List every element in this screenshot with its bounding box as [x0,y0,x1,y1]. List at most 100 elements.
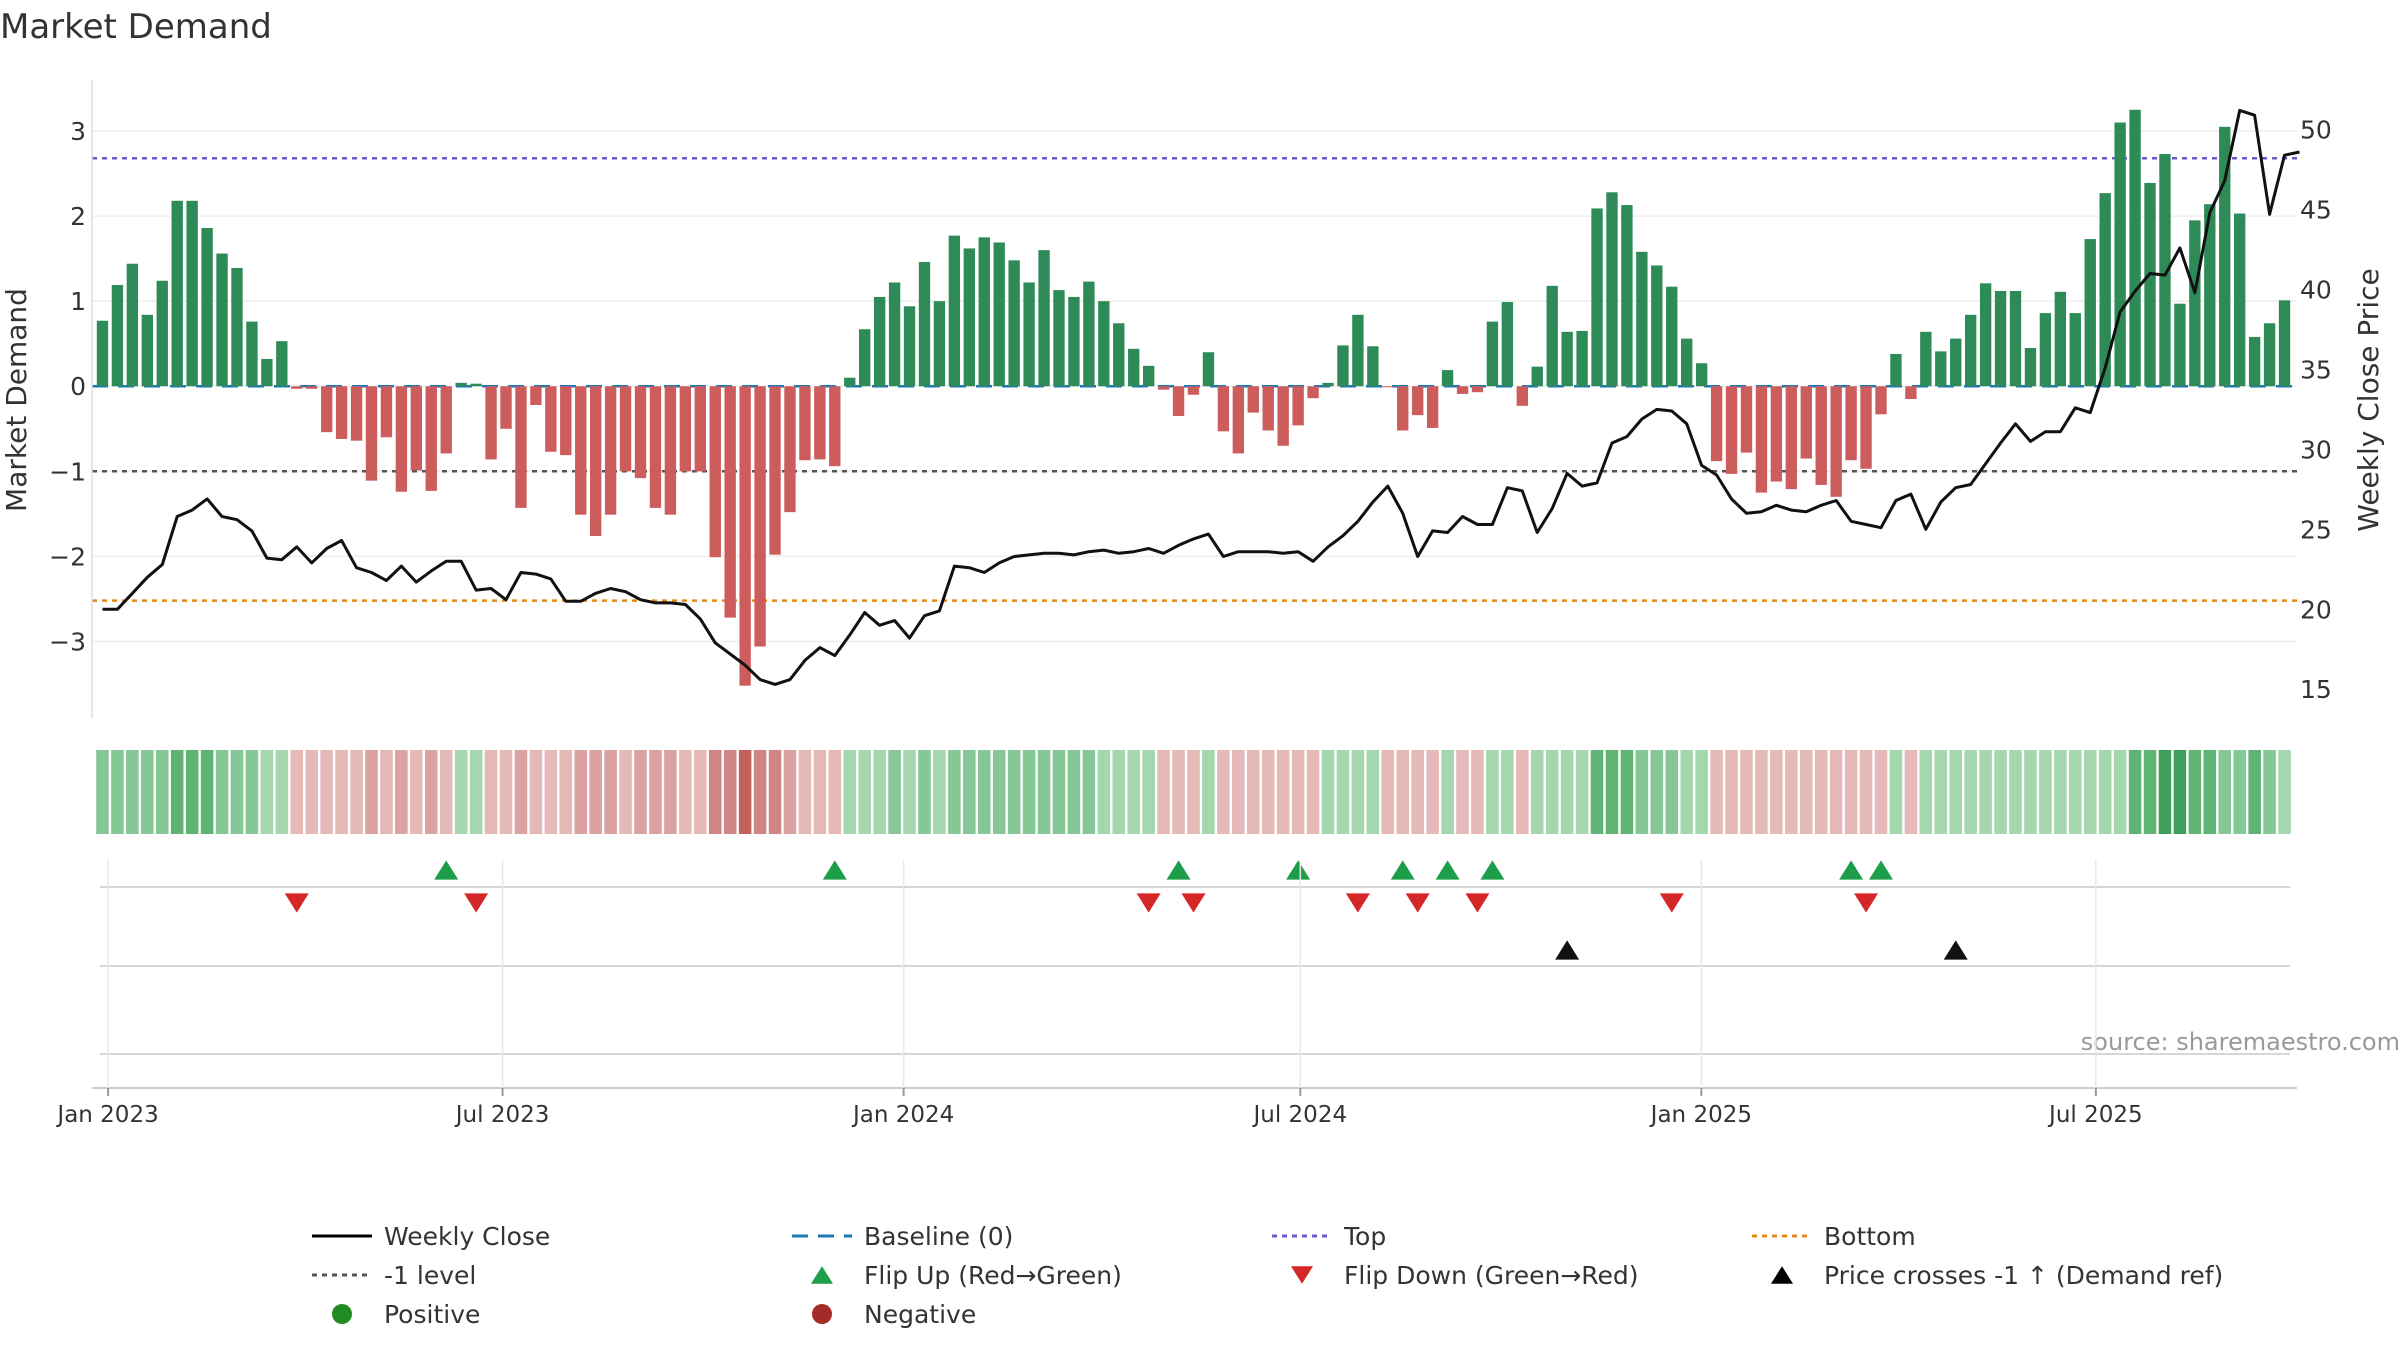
shading-cell [499,750,513,834]
demand-bar-negative [291,386,303,389]
shading-cell [813,750,827,834]
demand-bar-positive [1681,338,1693,387]
demand-bar-positive [978,237,990,387]
demand-bar-positive [1950,338,1962,387]
flip-down-marker [1659,893,1684,913]
shading-cell [1471,750,1484,834]
legend-swatch [1291,1266,1313,1284]
shading-cell [574,750,588,834]
shading-cell [1306,750,1320,834]
shading-cell [1157,750,1170,834]
shading-cell [1351,750,1365,834]
demand-bar-positive [948,235,961,387]
shading-cell [1650,750,1664,834]
demand-bar-positive [888,282,901,387]
shading-cell [1635,750,1649,834]
demand-bar-positive [111,285,124,387]
demand-bar-negative [1397,386,1409,431]
shading-cell [559,750,573,834]
demand-bar-negative [1875,386,1887,415]
demand-bar-negative [575,386,587,515]
demand-bar-negative [320,386,333,433]
demand-bar-positive [126,263,139,387]
x-tick-label: Jan 2025 [1649,1102,1752,1128]
shading-cell [1605,750,1619,834]
shading-cell [1501,750,1514,834]
demand-bar-positive [1367,346,1379,387]
demand-bar-negative [634,386,647,479]
demand-bar-positive [1113,323,1125,387]
shading-cell [185,750,199,834]
demand-bar-positive [1142,365,1155,387]
demand-bar-negative [515,386,527,508]
demand-bar-negative [560,386,572,456]
demand-bar-negative [1800,386,1812,459]
main-panel: 3 2 1 0 −1 −2 −3 50 45 40 35 30 25 20 15 Market Deman… [0,80,2385,718]
shading-cell [977,750,991,834]
demand-bar-positive [993,242,1005,387]
demand-bar-positive [470,383,482,387]
shading-cell [1620,750,1634,834]
demand-bar-negative [1710,386,1723,462]
shading-cell [1456,750,1469,834]
x-tick-label: Jul 2024 [1251,1102,1347,1128]
y2-tick-label: 45 [2300,196,2332,225]
legend-label: Negative [864,1300,976,1329]
demand-bar-positive [1023,282,1035,387]
shading-cell [1785,750,1798,834]
shading-cell [230,750,244,834]
shading-cell [768,750,782,834]
shading-cell [1396,750,1410,834]
demand-bar-negative [1247,386,1259,413]
shading-cell [96,750,109,834]
demand-bar-positive [1651,265,1663,387]
flip-up-marker [1286,860,1311,880]
shading-cell [1874,750,1888,834]
shading-cell [544,750,558,834]
demand-bar-positive [276,341,288,387]
shading-cell [1291,750,1305,834]
demand-bar-positive [1053,290,1065,387]
y-tick-label: 0 [70,372,86,401]
demand-bar-negative [694,386,706,472]
shading-cell [2278,750,2291,834]
legend-label: Baseline (0) [864,1222,1013,1251]
shading-cell [828,750,842,834]
demand-bar-positive [2219,126,2231,387]
demand-bar-positive [1964,314,1977,387]
demand-bar-positive [171,200,183,387]
shading-cell [1770,750,1783,834]
shading-cell [649,750,662,834]
shading-cell [424,750,438,834]
shading-cell [1127,750,1140,834]
shading-cell [1575,750,1589,834]
demand-bar-negative [1157,386,1170,390]
demand-bar-positive [2189,220,2201,387]
demand-bar-positive [1352,314,1364,387]
demand-bar-positive [1337,345,1349,387]
shading-cell [2233,750,2246,834]
demand-bar-negative [1905,386,1917,399]
demand-bar-positive [2099,193,2111,387]
shading-cell [1232,750,1245,834]
y-tick-label: 2 [70,202,86,231]
shading-cell [111,750,124,834]
demand-bar-positive [1994,290,2007,387]
demand-bar-positive [231,267,243,387]
demand-bar-positive [844,377,856,387]
demand-bar-negative [1815,386,1827,485]
demand-bar-positive [1083,281,1095,387]
x-tick-label: Jan 2023 [55,1102,158,1128]
shading-cell [738,750,752,834]
demand-bar-positive [859,329,871,387]
shading-cell [454,750,468,834]
shading-cell [1172,750,1185,834]
shading-cell [723,750,737,834]
demand-bar-negative [709,386,721,558]
demand-bar-positive [1621,205,1633,387]
demand-bar-negative [1516,386,1528,406]
demand-bar-positive [1979,283,1992,387]
y2-axis-ticks: 50 45 40 35 30 25 20 15 [2300,116,2332,705]
shading-cell [2069,750,2082,834]
shading-cell [1799,750,1813,834]
